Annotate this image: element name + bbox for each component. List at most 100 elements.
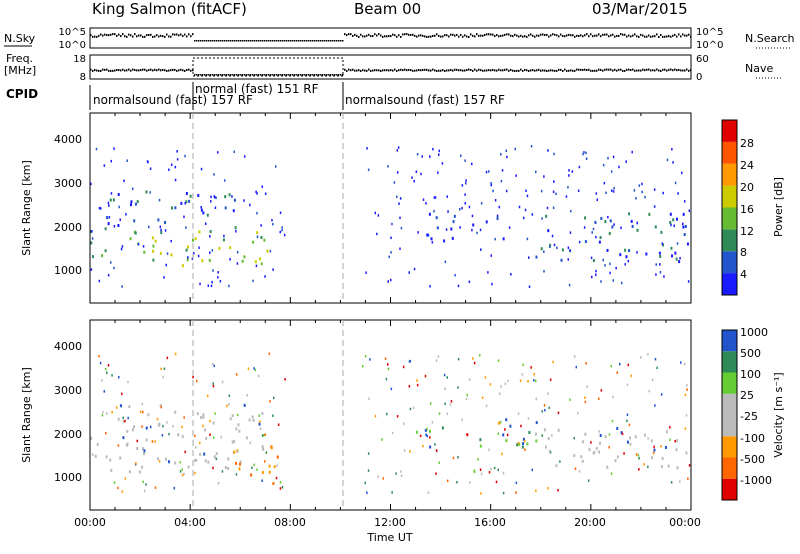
velocity-cell [654,404,656,407]
power-cell [218,246,221,250]
velocity-cell [247,367,250,370]
nsky-point [590,33,592,36]
power-cell [506,155,508,159]
nsky-point [268,40,270,42]
nsky-point [422,34,424,37]
power-cell [526,237,529,241]
nsky-point [152,35,154,38]
nsky-point [492,33,494,36]
freq-point [490,69,492,72]
velocity-cell [621,432,624,436]
nsky-point [576,34,578,37]
velocity-cell [446,479,449,483]
power-cbar-tick-20: 20 [740,181,754,194]
velocity-cell [465,397,468,401]
power-cell [528,256,530,259]
velocity-cell [396,415,399,418]
nsky-point [506,33,508,36]
power-cell [631,150,633,154]
freq-point [336,74,338,76]
freq-point [506,68,508,71]
velocity-cell [569,398,571,401]
power-cell [223,179,226,182]
nsky-point [418,34,420,37]
freq-point [476,69,478,72]
velocity-cell [229,417,232,421]
velocity-cell [573,436,575,440]
power-y-tick-2000: 2000 [54,221,82,234]
freq-point [262,74,264,76]
freq-point [122,68,124,71]
power-cell [415,170,418,173]
velocity-cell [214,412,216,415]
freq-point [294,74,296,76]
freq-point [296,74,298,76]
power-cell [675,217,678,221]
power-cell [165,263,167,267]
velocity-cell [194,471,196,475]
nsky-point [160,34,162,37]
velocity-cell [136,439,139,443]
power-cell [638,184,641,187]
velocity-cell [206,394,209,398]
power-cell [123,179,125,183]
velocity-cell [157,457,160,461]
velocity-cell [237,423,240,427]
freq-point [104,68,106,71]
nsky-point [320,40,322,42]
power-cell [400,226,403,230]
velocity-cell [521,445,524,449]
velocity-cell [409,450,411,453]
x-tick-0800: 08:00 [274,516,306,529]
freq-point [556,69,558,72]
freq-point [288,74,290,76]
nsky-point [140,34,142,37]
freq-point [604,68,606,71]
nsky-point [510,34,512,37]
velocity-cell [209,419,211,423]
freq-point [616,69,618,72]
power-cell [560,258,563,262]
nsky-point [392,33,394,36]
velocity-cell [422,444,424,448]
velocity-colorbar-segment [722,457,737,479]
power-cell [398,202,400,205]
velocity-cell [620,431,623,435]
freq-point [624,69,626,72]
velocity-cell [688,464,691,467]
velocity-cell [203,452,206,456]
velocity-cell [547,392,549,395]
power-cell [494,237,496,241]
power-cell [125,213,127,216]
power-cell [197,254,200,258]
power-cell [213,173,215,176]
freq-point [646,68,648,71]
power-cell [416,152,419,156]
velocity-cell [238,429,241,433]
power-cell [256,211,258,215]
nsky-point [260,40,262,42]
freq-label-2: [MHz] [4,64,37,77]
nsky-point [116,34,118,37]
velocity-cell [220,435,222,439]
power-cell [530,145,533,148]
power-cell [662,191,664,195]
power-cell [236,262,239,265]
freq-point [606,68,608,71]
velocity-cell [419,434,422,438]
power-cell [468,280,471,284]
velocity-ylabel: Slant Range [km] [20,367,33,463]
power-cell [508,226,511,229]
velocity-cell [138,470,141,474]
nsky-point [122,33,124,36]
freq-point [100,69,102,72]
velocity-cell [261,445,264,449]
power-cell [595,269,597,273]
velocity-cell [234,461,237,465]
velocity-cell [239,460,242,464]
freq-point [588,68,590,71]
nsky-point [318,40,320,42]
nsky-point [308,40,310,42]
freq-point [146,69,148,72]
freq-point [378,69,380,72]
